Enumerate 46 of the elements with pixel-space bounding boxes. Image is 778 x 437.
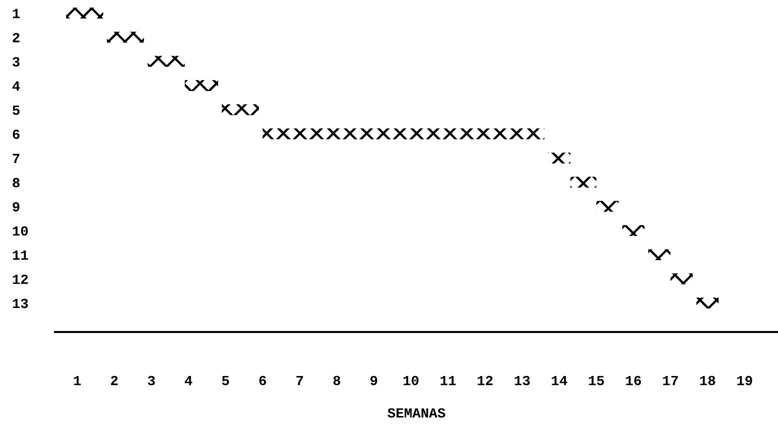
- x-tick-label: 10: [404, 376, 418, 386]
- y-tick-label: 2: [12, 32, 20, 42]
- x-tick-label: 14: [552, 376, 568, 386]
- x-axis-title: SEMANAS: [388, 408, 446, 418]
- bar: [184, 80, 218, 91]
- x-tick-label: 7: [296, 376, 303, 386]
- bar: [596, 200, 619, 212]
- bar: [670, 273, 693, 284]
- x-tick-label: 3: [148, 376, 155, 386]
- y-tick-label: 9: [12, 202, 20, 212]
- bar: [648, 249, 670, 260]
- x-tick-label: 2: [110, 376, 118, 386]
- y-tick-label: 11: [12, 250, 28, 260]
- y-tick-label: 7: [12, 154, 20, 164]
- y-tick-label: 10: [12, 226, 28, 236]
- x-tick-label: 17: [663, 376, 678, 386]
- x-tick-label: 19: [737, 376, 752, 386]
- bar: [570, 176, 596, 188]
- x-tick-label: 9: [370, 376, 378, 386]
- x-tick-label: 11: [440, 376, 456, 386]
- x-tick-label: 18: [700, 376, 716, 386]
- bar: [222, 104, 259, 116]
- y-tick-label: 12: [12, 274, 28, 284]
- x-tick-label: 15: [588, 376, 604, 386]
- y-tick-label: 3: [12, 57, 20, 67]
- bar: [696, 298, 719, 308]
- y-tick-label: 8: [12, 178, 20, 188]
- y-tick-label: 6: [12, 130, 20, 140]
- y-tick-label: 4: [12, 81, 20, 91]
- x-tick-label: 6: [259, 376, 266, 386]
- bar: [262, 128, 544, 140]
- bar: [548, 152, 570, 164]
- x-tick-label: 1: [74, 376, 81, 386]
- y-tick-label: 1: [12, 8, 20, 18]
- y-tick-label: 5: [12, 106, 20, 115]
- bar: [66, 8, 104, 18]
- x-tick-label: 12: [478, 376, 493, 386]
- bar: [106, 32, 144, 43]
- bar: [622, 225, 645, 236]
- bar: [148, 56, 185, 67]
- x-tick-label: 8: [333, 376, 340, 386]
- x-tick-label: 4: [184, 376, 192, 386]
- x-tick-label: 5: [222, 376, 229, 386]
- y-tick-label: 13: [12, 298, 28, 308]
- x-tick-label: 13: [514, 376, 530, 386]
- x-tick-label: 16: [626, 376, 641, 386]
